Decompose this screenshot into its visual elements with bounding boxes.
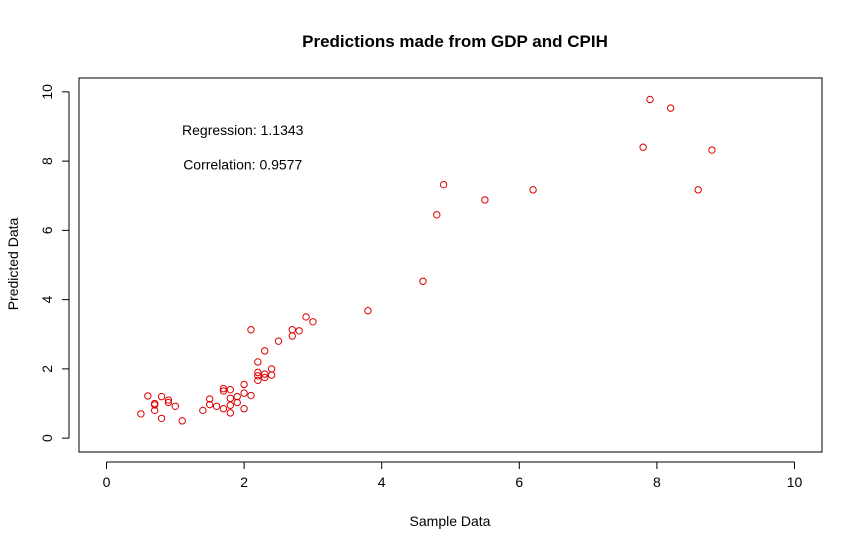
y-tick-label: 4 — [39, 296, 55, 304]
data-point — [226, 394, 235, 403]
data-point — [254, 372, 262, 380]
data-point — [254, 368, 262, 377]
data-point — [295, 327, 303, 335]
x-tick-label: 6 — [515, 474, 523, 490]
data-point — [254, 358, 262, 366]
data-point — [226, 385, 235, 394]
data-point — [206, 400, 214, 409]
data-point — [164, 398, 173, 407]
data-point — [219, 405, 228, 413]
data-point — [288, 332, 296, 340]
data-point — [157, 392, 166, 401]
data-point — [226, 401, 235, 409]
data-point — [433, 211, 441, 219]
data-point — [708, 146, 716, 154]
data-point — [150, 406, 159, 415]
data-point — [212, 402, 221, 410]
data-point — [267, 371, 276, 379]
data-point — [233, 398, 241, 407]
data-point — [419, 277, 427, 285]
data-point — [226, 409, 235, 417]
chart-title: Predictions made from GDP and CPIH — [302, 32, 608, 51]
data-point — [164, 396, 173, 404]
y-axis: 0 2 4 6 8 10 — [39, 84, 70, 442]
data-point — [240, 405, 248, 413]
data-point — [274, 337, 283, 345]
data-point — [288, 326, 296, 334]
data-point — [219, 387, 228, 395]
data-point — [666, 104, 675, 112]
data-point — [481, 196, 489, 204]
data-point — [240, 380, 248, 389]
data-point — [157, 414, 166, 423]
data-points — [137, 95, 716, 425]
data-point — [694, 186, 702, 194]
x-axis-label: Sample Data — [410, 513, 491, 529]
data-point — [233, 392, 241, 401]
data-point — [254, 376, 262, 385]
data-point — [261, 373, 269, 382]
data-point — [150, 399, 159, 408]
y-tick-label: 2 — [39, 365, 55, 373]
y-tick-label: 0 — [39, 434, 55, 442]
data-point — [199, 406, 207, 415]
data-point — [267, 365, 276, 373]
data-point — [137, 410, 145, 418]
data-point — [219, 384, 228, 393]
data-point — [646, 95, 654, 104]
data-point — [302, 313, 310, 321]
data-point — [439, 180, 448, 189]
data-point — [639, 143, 647, 151]
data-point — [206, 395, 214, 403]
data-point — [364, 307, 372, 315]
data-point — [247, 326, 255, 334]
x-tick-label: 0 — [103, 474, 111, 490]
data-point — [240, 389, 248, 397]
x-tick-label: 4 — [378, 474, 386, 490]
x-tick-label: 10 — [787, 474, 803, 490]
data-point — [261, 347, 269, 355]
data-point — [178, 417, 186, 425]
x-axis: 0 2 4 6 8 10 — [103, 461, 803, 490]
data-point — [247, 391, 255, 400]
annotations: Regression: 1.1343 Correlation: 0.9577 — [182, 122, 304, 173]
y-tick-label: 10 — [39, 84, 55, 100]
data-point — [261, 370, 269, 378]
plot-frame — [78, 77, 823, 453]
y-tick-label: 6 — [39, 226, 55, 234]
data-point — [144, 392, 152, 400]
y-axis-label: Predicted Data — [5, 217, 21, 310]
x-tick-label: 8 — [653, 474, 661, 490]
data-point — [309, 318, 317, 326]
annotation-text: Regression: 1.1343 — [182, 122, 304, 138]
data-point — [171, 402, 180, 410]
x-tick-label: 2 — [240, 474, 248, 490]
y-tick-label: 8 — [39, 157, 55, 165]
data-point — [529, 186, 537, 194]
annotation-text: Correlation: 0.9577 — [183, 157, 302, 173]
